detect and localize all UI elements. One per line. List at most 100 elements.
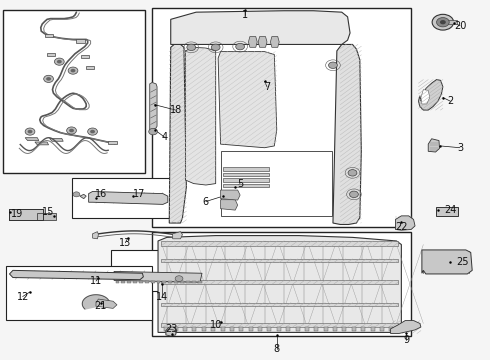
Polygon shape [220, 151, 332, 216]
Text: 13: 13 [119, 238, 131, 248]
Polygon shape [158, 235, 401, 332]
Text: 19: 19 [11, 209, 23, 219]
Bar [343, 327, 346, 330]
Bar [116, 281, 120, 283]
Bar [9, 210, 43, 220]
Polygon shape [35, 142, 49, 145]
Text: 16: 16 [95, 189, 107, 199]
Text: 7: 7 [264, 82, 270, 92]
Polygon shape [171, 11, 350, 44]
Text: 9: 9 [403, 334, 409, 345]
Bar [370, 327, 374, 330]
Polygon shape [82, 295, 110, 309]
Bar [174, 327, 178, 330]
Polygon shape [248, 37, 257, 47]
Bar [186, 281, 190, 283]
Bar [161, 303, 398, 306]
Polygon shape [25, 138, 39, 140]
Circle shape [46, 77, 51, 81]
Polygon shape [220, 200, 238, 210]
Polygon shape [333, 44, 361, 225]
Circle shape [90, 130, 95, 134]
Text: 10: 10 [210, 320, 222, 330]
Bar [333, 327, 337, 330]
Circle shape [175, 276, 183, 282]
Text: 20: 20 [454, 21, 466, 31]
Text: 8: 8 [274, 343, 280, 354]
Text: 12: 12 [17, 292, 29, 302]
Bar [9, 210, 43, 220]
Bar [223, 167, 270, 171]
Bar [258, 327, 262, 330]
Bar [361, 327, 365, 330]
Bar [145, 281, 149, 283]
Bar [161, 323, 398, 327]
Text: 6: 6 [203, 197, 209, 207]
Polygon shape [93, 231, 98, 239]
Bar [76, 40, 85, 43]
Polygon shape [218, 51, 277, 148]
Bar [305, 327, 309, 330]
Polygon shape [96, 299, 117, 309]
Bar [47, 53, 55, 56]
Bar [86, 66, 94, 69]
Bar [3, 10, 145, 173]
Bar [162, 281, 166, 283]
Bar [277, 327, 281, 330]
Circle shape [329, 62, 337, 68]
Bar [161, 280, 398, 284]
Bar [223, 173, 270, 176]
Text: 18: 18 [170, 105, 182, 115]
Circle shape [149, 129, 158, 135]
Circle shape [437, 18, 449, 27]
Polygon shape [114, 271, 202, 282]
Bar [161, 259, 398, 262]
Circle shape [349, 191, 358, 198]
Circle shape [432, 14, 454, 30]
Polygon shape [220, 190, 240, 200]
Polygon shape [49, 138, 63, 141]
Polygon shape [166, 327, 176, 336]
Bar [122, 281, 125, 283]
Circle shape [69, 129, 74, 132]
Bar [202, 327, 206, 330]
Bar [268, 327, 271, 330]
Bar [315, 327, 318, 330]
Bar [192, 281, 196, 283]
Circle shape [236, 43, 245, 50]
Bar [108, 140, 117, 144]
Bar [164, 327, 168, 330]
Text: 21: 21 [95, 301, 107, 311]
Bar [390, 327, 393, 330]
Bar [436, 207, 458, 216]
Bar [157, 281, 160, 283]
Polygon shape [172, 231, 182, 239]
Circle shape [71, 69, 75, 72]
Bar [249, 327, 253, 330]
Bar [197, 281, 201, 283]
Bar [139, 281, 143, 283]
Bar [45, 34, 53, 37]
Polygon shape [169, 44, 186, 223]
Circle shape [440, 20, 446, 24]
Bar [352, 327, 356, 330]
Bar [81, 55, 89, 58]
Bar [151, 281, 155, 283]
Circle shape [44, 75, 53, 82]
Circle shape [25, 128, 35, 135]
Bar [72, 178, 181, 218]
Bar [168, 281, 172, 283]
Bar [133, 281, 137, 283]
Text: 4: 4 [161, 132, 168, 142]
Circle shape [68, 67, 78, 74]
Text: 24: 24 [444, 206, 456, 216]
Polygon shape [258, 37, 267, 47]
Bar [193, 327, 196, 330]
Bar [223, 184, 270, 187]
Circle shape [67, 127, 76, 134]
Bar [37, 213, 56, 220]
Bar [180, 281, 184, 283]
Bar [211, 327, 215, 330]
Polygon shape [428, 139, 440, 152]
Polygon shape [80, 194, 86, 199]
